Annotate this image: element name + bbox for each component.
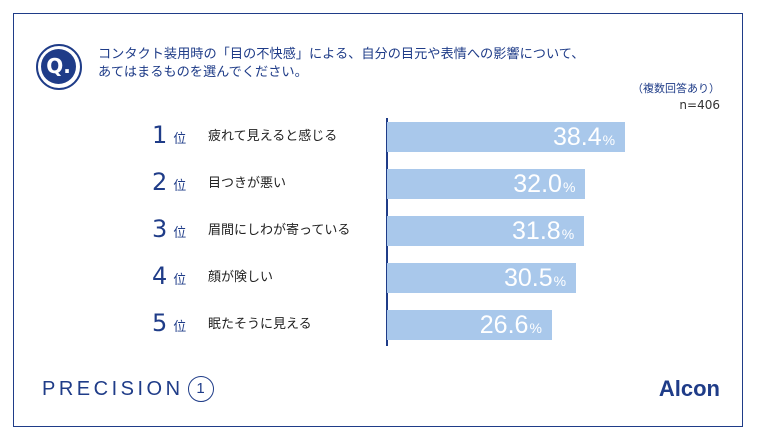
category-label: 目つきが悪い	[208, 176, 287, 191]
rank-unit: 位	[173, 179, 187, 194]
bar	[387, 310, 552, 340]
value-label: 32.0%	[513, 170, 576, 198]
question-line-1: コンタクト装用時の「目の不快感」による、自分の目元や表情への影響について、	[98, 47, 585, 62]
rank-number: 4	[152, 262, 168, 290]
value-label: 38.4%	[552, 123, 616, 151]
rank-unit: 位	[173, 273, 187, 288]
alcon-logo: Alcon	[658, 376, 720, 401]
rank-number: 1	[152, 121, 168, 149]
rank-unit: 位	[173, 132, 187, 147]
rank-unit: 位	[173, 320, 187, 335]
precision1-logo-text: PRECISION	[42, 377, 184, 400]
category-label: 眠たそうに見える	[208, 317, 312, 332]
card-frame	[13, 13, 743, 427]
sample-size: n=406	[679, 98, 720, 112]
value-label: 30.5%	[503, 264, 567, 292]
rank-unit: 位	[173, 226, 187, 241]
bar	[387, 263, 577, 293]
question-badge: Q.	[36, 44, 82, 90]
rank-number: 5	[152, 309, 168, 337]
bar	[387, 169, 586, 199]
rank-number: 3	[152, 215, 168, 243]
rank-number: 2	[152, 168, 168, 196]
category-label: 顔が険しい	[208, 270, 274, 285]
bar	[387, 122, 626, 152]
category-label: 疲れて見えると感じる	[208, 129, 338, 144]
bar	[387, 216, 585, 246]
question-line-2: あてはまるものを選んでください。	[98, 65, 308, 80]
value-label: 26.6%	[479, 311, 542, 339]
question-text: コンタクト装用時の「目の不快感」による、自分の目元や表情への影響について、 あて…	[98, 46, 658, 82]
chart-axis-line	[386, 118, 388, 346]
question-badge-label: Q.	[41, 49, 76, 84]
precision1-logo-mark: 1	[187, 376, 214, 402]
multiple-answer-note: （複数回答あり）	[632, 82, 720, 95]
precision1-logo: PRECISION 1	[42, 376, 214, 402]
value-label: 31.8%	[512, 217, 575, 245]
category-label: 眉間にしわが寄っている	[208, 223, 351, 238]
